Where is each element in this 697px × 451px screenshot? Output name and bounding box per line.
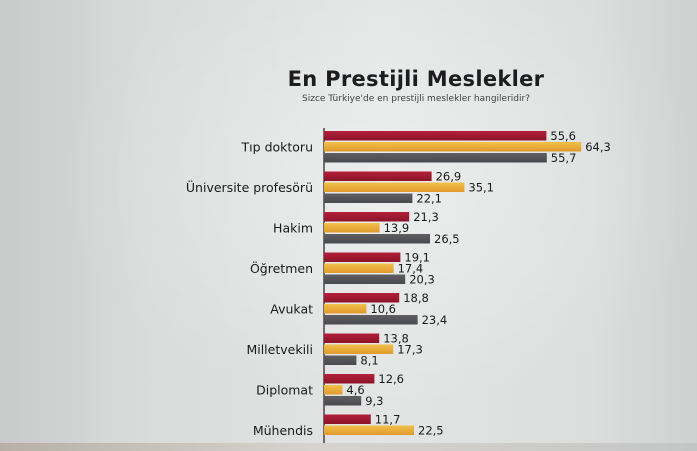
category-label: Milletvekili (246, 342, 313, 357)
value-label: 64,3 (585, 140, 611, 154)
bar (324, 414, 371, 424)
value-label: 26,9 (436, 170, 462, 184)
value-label: 35,1 (468, 181, 494, 195)
value-label: 9,3 (365, 394, 383, 408)
value-label: 21,3 (413, 210, 439, 224)
value-label: 4,6 (346, 383, 364, 397)
value-label: 55,7 (551, 151, 577, 165)
bar (324, 234, 430, 244)
value-label: 10,6 (370, 302, 396, 316)
bar (324, 355, 357, 365)
category-label: Avukat (270, 301, 313, 316)
value-label: 26,5 (434, 232, 460, 246)
bar (324, 333, 380, 343)
value-label: 13,8 (383, 332, 409, 346)
bar (324, 142, 582, 152)
bar (324, 252, 401, 262)
category-label: Hakim (273, 220, 313, 235)
photo-bottom-edge (0, 443, 697, 451)
value-label: 17,3 (397, 343, 423, 357)
value-label: 55,6 (550, 129, 576, 143)
value-label: 20,3 (409, 273, 435, 287)
bar (324, 153, 547, 163)
value-label: 11,7 (375, 413, 401, 427)
chart-subtitle: Sizce Türkiye'de en prestijli meslekler … (302, 94, 530, 104)
bar (324, 344, 394, 354)
value-label: 22,1 (416, 192, 442, 206)
chart-title: En Prestijli Meslekler (287, 67, 545, 91)
value-label: 8,1 (360, 354, 378, 368)
value-label: 22,5 (418, 424, 444, 438)
category-label: Öğretmen (250, 260, 313, 276)
bar (324, 182, 465, 192)
bar (324, 293, 400, 303)
value-label: 18,8 (403, 291, 429, 305)
bar (324, 425, 414, 435)
value-label: 13,9 (384, 221, 410, 235)
bar (324, 193, 413, 203)
bar (324, 223, 380, 233)
bar (324, 374, 375, 384)
category-label: Diplomat (256, 382, 313, 397)
bar (324, 171, 432, 181)
category-label: Mühendis (253, 423, 313, 438)
value-label: 23,4 (422, 313, 448, 327)
bar (324, 212, 410, 222)
bar (324, 274, 406, 284)
category-label: Tıp doktoru (241, 139, 313, 154)
bar (324, 396, 362, 406)
category-label: Üniversite profesörü (186, 179, 313, 195)
bar (324, 304, 367, 314)
bar (324, 131, 547, 141)
value-label: 12,6 (378, 372, 404, 386)
bar (324, 315, 418, 325)
value-label: 19,1 (404, 251, 430, 265)
bar (324, 263, 394, 273)
bar (324, 385, 343, 395)
value-label: 17,4 (398, 262, 424, 276)
